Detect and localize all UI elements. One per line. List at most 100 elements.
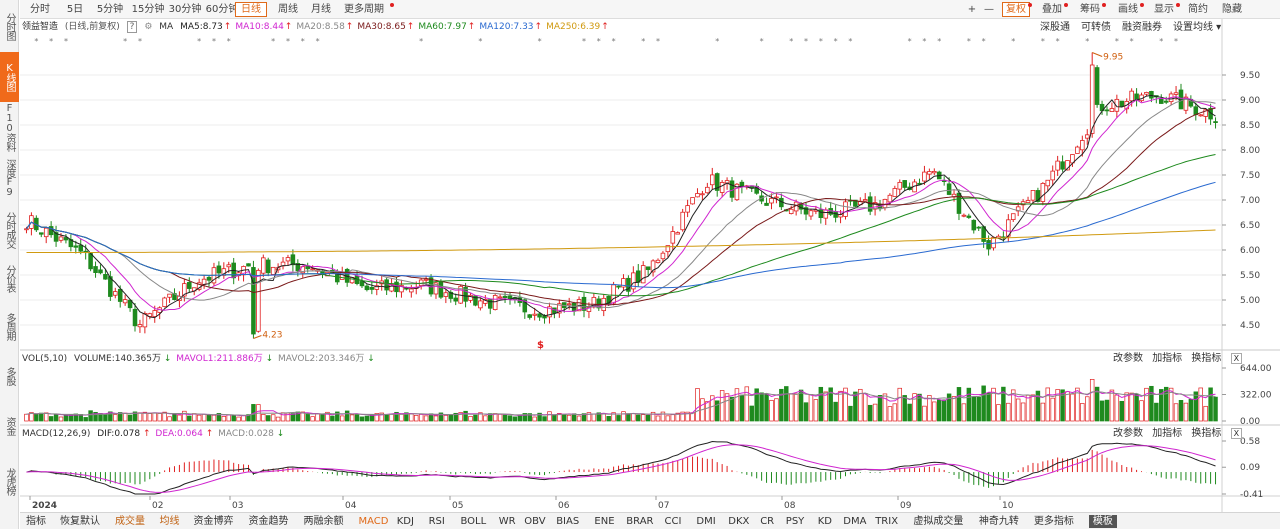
period-button-8[interactable]: 月线 [311, 4, 331, 15]
sidebar-item-2[interactable]: F10资料 [4, 103, 15, 151]
candle-body [187, 282, 192, 289]
header-link-1[interactable]: 可转债 [1081, 22, 1111, 33]
macd-add-indicator[interactable]: 加指标 [1152, 428, 1183, 439]
indicator-tab-15[interactable]: BRAR [626, 516, 654, 527]
sidebar-item-3[interactable]: 深度F9 [4, 159, 15, 197]
indicator-tab-27[interactable]: 模板 [1088, 515, 1117, 528]
candle-body [1173, 92, 1179, 95]
candle-body [1213, 121, 1218, 124]
indicator-tab-17[interactable]: DMI [696, 516, 716, 527]
vol-close-button[interactable]: X [1230, 353, 1243, 364]
period-button-5[interactable]: 60分钟 [205, 4, 239, 15]
indicator-tab-16[interactable]: CCI [664, 516, 682, 527]
volume-bar [414, 414, 419, 422]
indicator-tab-0[interactable]: 指标 [26, 516, 46, 527]
indicator-tab-22[interactable]: DMA [843, 516, 867, 527]
volume-bar [473, 414, 478, 422]
period-button-7[interactable]: 周线 [278, 4, 298, 15]
period-button-6[interactable]: 日线 [235, 2, 267, 17]
volume-bar [157, 413, 162, 422]
indicator-tab-25[interactable]: 神奇九转 [978, 516, 1019, 527]
header-link-2[interactable]: 融资融券 [1122, 22, 1162, 33]
header-link-3[interactable]: 设置均线 ▾ [1173, 22, 1222, 33]
indicator-tab-18[interactable]: DKX [728, 516, 750, 527]
indicator-tab-2[interactable]: 成交量 [115, 516, 145, 527]
indicator-tab-3[interactable]: 均线 [159, 516, 180, 527]
dropdown-dot-2 [1028, 3, 1032, 7]
indicator-tab-24[interactable]: 虚拟成交量 [913, 516, 964, 527]
macd-swap-indicator[interactable]: 换指标 [1191, 428, 1222, 439]
indicator-tab-4[interactable]: 资金博弈 [193, 516, 234, 527]
macd-change-params[interactable]: 改参数 [1113, 428, 1143, 439]
toolbar-right-button-8[interactable]: 隐藏 [1222, 4, 1242, 15]
sidebar-item-9[interactable]: 龙虎榜 [4, 468, 15, 495]
indicator-tab-26[interactable]: 更多指标 [1033, 516, 1074, 527]
sidebar-item-5[interactable]: 分价表 [4, 265, 15, 292]
sidebar-item-8[interactable]: 资金 [4, 417, 15, 435]
vol-change-params[interactable]: 改参数 [1113, 353, 1143, 364]
info-star: * [1011, 37, 1015, 46]
volume-bar [320, 414, 325, 422]
vol-swap-indicator[interactable]: 换指标 [1191, 353, 1222, 364]
toolbar-right-button-1[interactable]: — [984, 4, 994, 15]
indicator-tab-5[interactable]: 资金趋势 [248, 516, 289, 527]
vol-add-indicator[interactable]: 加指标 [1152, 353, 1183, 364]
sidebar-item-4[interactable]: 分时成交 [4, 212, 15, 248]
toolbar-right-button-2[interactable]: 复权 [1002, 2, 1030, 17]
volume-bar [596, 412, 602, 422]
candle-body [443, 292, 449, 297]
candle-body [265, 259, 271, 274]
volume-bar [1154, 402, 1159, 422]
ma-label: MA [159, 22, 174, 32]
volume-bar [591, 413, 597, 422]
toolbar-right-button-0[interactable]: + [967, 4, 977, 15]
period-button-4[interactable]: 30分钟 [168, 4, 202, 15]
indicator-tab-1[interactable]: 恢复默认 [60, 516, 100, 527]
indicator-tab-12[interactable]: OBV [524, 516, 546, 527]
low-price-label: 4.23 [262, 331, 282, 341]
help-icon[interactable]: ? [126, 21, 138, 33]
indicator-tab-20[interactable]: PSY [785, 516, 805, 527]
macd-close-button[interactable]: X [1230, 428, 1243, 439]
date-tick-label: 04 [345, 501, 357, 511]
indicator-tab-7[interactable]: MACD [358, 516, 389, 527]
period-button-2[interactable]: 5分钟 [96, 4, 124, 15]
volume-bar [196, 414, 202, 422]
ma5-line [26, 94, 1216, 319]
chart-canvas: 9.50 9.00 8.50 8.00 7.50 7.00 6.50 6.00 5.50 5.00… [20, 19, 1280, 512]
indicator-tab-23[interactable]: TRIX [875, 516, 899, 527]
toolbar-right-button-7[interactable]: 简约 [1188, 4, 1208, 15]
toolbar-right-button-4[interactable]: 筹码 [1080, 4, 1100, 15]
indicator-tab-10[interactable]: BOLL [460, 516, 487, 527]
volume-bar [433, 415, 439, 422]
sidebar-item-0[interactable]: 分时图 [4, 12, 15, 40]
indicator-tab-14[interactable]: ENE [594, 516, 615, 527]
volume-bar [537, 412, 542, 422]
indicator-tab-13[interactable]: BIAS [556, 516, 580, 527]
volume-bar [813, 399, 819, 422]
candle-body [399, 284, 404, 293]
toolbar-right-button-5[interactable]: 画线 [1118, 4, 1138, 15]
period-button-9[interactable]: 更多周期 [344, 4, 384, 15]
sidebar-item-1[interactable]: K线图 [0, 52, 19, 102]
indicator-tab-6[interactable]: 两融余额 [303, 516, 344, 527]
header-link-0[interactable]: 深股通 [1040, 22, 1070, 33]
gear-icon[interactable]: ⚙ [144, 22, 153, 32]
sidebar-item-7[interactable]: 多股 [4, 367, 15, 385]
period-button-1[interactable]: 5日 [66, 4, 84, 15]
indicator-tab-19[interactable]: CR [760, 516, 775, 527]
volume-bar [798, 389, 804, 422]
volume-bar [586, 412, 592, 422]
toolbar-right-button-3[interactable]: 叠加 [1042, 4, 1062, 15]
period-button-0[interactable]: 分时 [30, 4, 50, 15]
volume-bar [261, 414, 266, 422]
toolbar-right-button-6[interactable]: 显示 [1154, 4, 1174, 15]
period-button-3[interactable]: 15分钟 [131, 4, 165, 15]
indicator-tab-21[interactable]: KD [817, 516, 832, 527]
indicator-tab-8[interactable]: KDJ [396, 516, 414, 527]
indicator-tab-9[interactable]: RSI [428, 516, 445, 527]
volume-bar [576, 415, 582, 422]
sidebar-item-6[interactable]: 多周期 [4, 312, 15, 340]
indicator-tab-11[interactable]: WR [498, 516, 516, 527]
volume-bar [937, 399, 942, 422]
